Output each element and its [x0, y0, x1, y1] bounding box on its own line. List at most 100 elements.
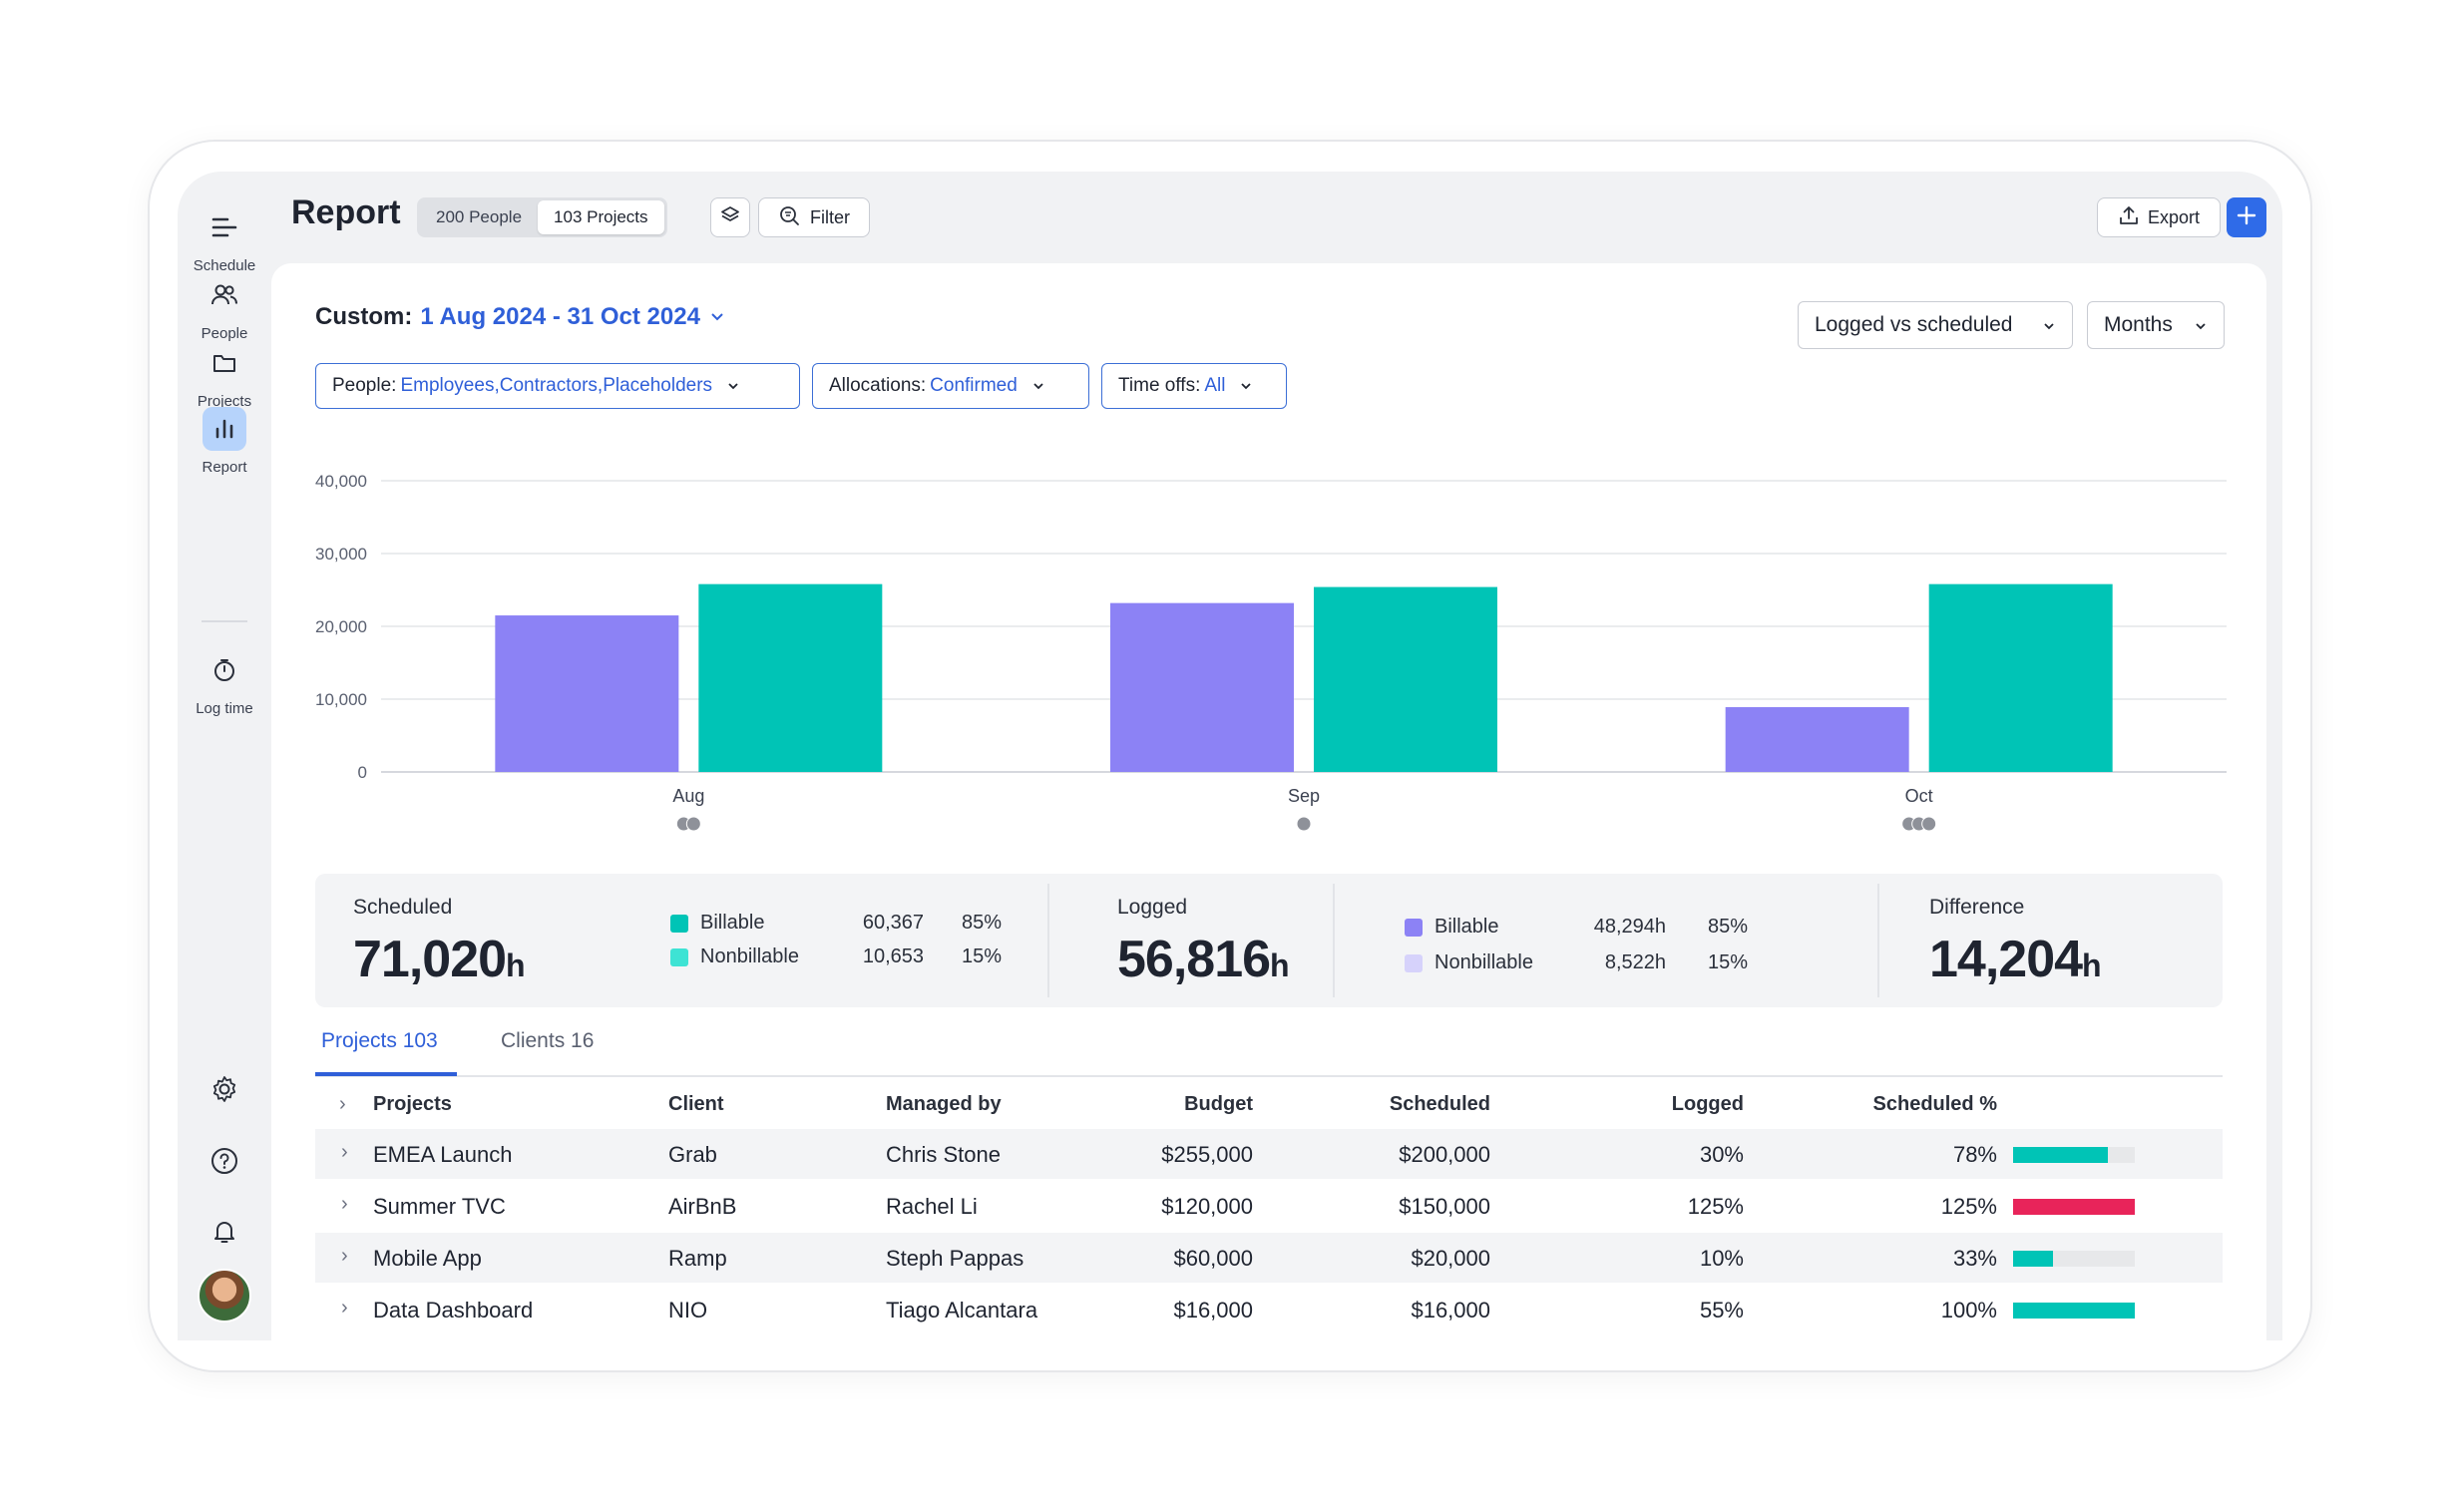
- cell-budget: $255,000: [1161, 1142, 1253, 1167]
- chevron-down-icon: [708, 303, 726, 331]
- people-projects-toggle: 200 People 103 Projects: [417, 197, 667, 237]
- cell-scheduled-pct: 33%: [1952, 1246, 1997, 1271]
- segment-projects[interactable]: 103 Projects: [538, 200, 664, 234]
- sidebar-item-people[interactable]: People: [178, 273, 271, 342]
- sched-billable-pct: 85%: [961, 912, 1002, 934]
- cell-scheduled: $20,000: [1411, 1246, 1490, 1271]
- sidebar-item-projects[interactable]: Projects: [178, 341, 271, 410]
- bell-icon[interactable]: [203, 1209, 246, 1253]
- export-button[interactable]: Export: [2097, 197, 2221, 237]
- col-managed-by[interactable]: Managed by: [886, 1093, 1002, 1115]
- scheduled-label: Scheduled: [353, 896, 453, 919]
- cell-scheduled: $200,000: [1399, 1142, 1490, 1167]
- x-tick-label: Aug: [672, 786, 704, 806]
- legend-label: Nonbillable: [1434, 951, 1533, 973]
- app-screen: Schedule People Projects Report Log tim: [178, 172, 2282, 1340]
- y-tick-label: 10,000: [315, 690, 367, 709]
- period-select[interactable]: Months: [2087, 301, 2225, 349]
- table-row[interactable]: › Summer TVC AirBnB Rachel Li $120,000 $150,0…: [315, 1181, 2223, 1231]
- active-tab-indicator: [315, 1072, 457, 1076]
- cell-scheduled: $150,000: [1399, 1194, 1490, 1219]
- sidebar-item-report[interactable]: Report: [178, 407, 271, 476]
- avatar[interactable]: [198, 1269, 251, 1323]
- progress-fill: [2013, 1251, 2054, 1267]
- gear-icon[interactable]: [203, 1067, 246, 1111]
- cell-project[interactable]: Summer TVC: [373, 1194, 506, 1219]
- col-logged[interactable]: Logged: [1671, 1093, 1744, 1115]
- sidebar-divider: [202, 620, 247, 622]
- tab-count: 103: [402, 1029, 438, 1052]
- chevron-down-icon: [2194, 313, 2208, 337]
- upload-icon: [2118, 204, 2140, 231]
- y-tick-label: 30,000: [315, 545, 367, 564]
- date-range-value: 1 Aug 2024 - 31 Oct 2024: [420, 303, 700, 330]
- people-filter-chip[interactable]: People: Employees,Contractors,Placeholde…: [315, 363, 800, 409]
- view-select[interactable]: Logged vs scheduled: [1798, 301, 2073, 349]
- cell-project[interactable]: Data Dashboard: [373, 1298, 534, 1323]
- col-scheduled[interactable]: Scheduled: [1389, 1093, 1490, 1115]
- chip-label: People:: [332, 375, 397, 396]
- cell-manager: Tiago Alcantara: [886, 1298, 1038, 1323]
- layers-button[interactable]: [710, 197, 750, 237]
- chevron-down-icon: [2042, 313, 2056, 337]
- chip-value: Employees,Contractors,Placeholders: [400, 375, 713, 396]
- help-icon[interactable]: [203, 1139, 246, 1183]
- progress-fill: [2013, 1199, 2135, 1215]
- col-client[interactable]: Client: [668, 1093, 724, 1115]
- add-button[interactable]: [2227, 197, 2266, 237]
- log-billable-pct: 85%: [1707, 916, 1748, 938]
- bar-aug-logged: [495, 615, 679, 772]
- chevron-right-icon[interactable]: ›: [341, 1193, 348, 1215]
- sidebar-item-label: Schedule: [193, 257, 256, 274]
- sidebar-item-schedule[interactable]: Schedule: [178, 205, 271, 274]
- legend-label: Billable: [700, 912, 765, 934]
- swatch: [1405, 918, 1423, 937]
- menu-lines-icon: [203, 205, 246, 249]
- divider: [1333, 884, 1335, 997]
- expand-all-chevron[interactable]: ›: [339, 1093, 346, 1115]
- allocations-filter-chip[interactable]: Allocations: Confirmed: [812, 363, 1089, 409]
- table-row[interactable]: › EMEA Launch Grab Chris Stone $255,000 $200,…: [315, 1129, 2223, 1179]
- sidebar-item-log-time[interactable]: Log time: [178, 648, 271, 717]
- cell-logged: 30%: [1699, 1142, 1744, 1167]
- tab-clients[interactable]: Clients 16: [501, 1029, 594, 1053]
- date-range-prefix: Custom:: [315, 303, 413, 330]
- col-scheduled-pct[interactable]: Scheduled %: [1872, 1093, 1997, 1115]
- chevron-right-icon[interactable]: ›: [341, 1141, 348, 1163]
- segment-people[interactable]: 200 People: [436, 207, 523, 226]
- scheduled-total: 71,020h: [353, 930, 526, 989]
- col-budget[interactable]: Budget: [1184, 1093, 1253, 1115]
- cell-scheduled-pct: 78%: [1952, 1142, 1997, 1167]
- avatar-dot: [1296, 816, 1312, 832]
- timeoffs-filter-chip[interactable]: Time offs: All: [1101, 363, 1287, 409]
- chevron-right-icon[interactable]: ›: [341, 1297, 348, 1319]
- col-projects[interactable]: Projects: [373, 1093, 452, 1115]
- cell-budget: $120,000: [1161, 1194, 1253, 1219]
- cell-logged: 125%: [1687, 1194, 1744, 1219]
- cell-project[interactable]: Mobile App: [373, 1246, 482, 1271]
- sched-billable-legend: Billable: [670, 912, 764, 935]
- filter-button[interactable]: Filter: [758, 197, 870, 237]
- tab-count: 16: [571, 1029, 595, 1052]
- swatch: [1405, 953, 1423, 972]
- difference-label: Difference: [1929, 896, 2025, 919]
- chevron-down-icon: [1031, 375, 1045, 397]
- cell-scheduled-pct: 125%: [1940, 1194, 1997, 1219]
- filter-search-icon: [778, 204, 802, 231]
- swatch: [670, 914, 688, 933]
- log-nonbillable-value: 8,522h: [1604, 951, 1666, 973]
- tab-label: Clients: [501, 1029, 566, 1052]
- chevron-right-icon[interactable]: ›: [341, 1245, 348, 1267]
- chip-value: Confirmed: [930, 375, 1018, 396]
- filter-label: Filter: [810, 206, 850, 227]
- progress-bar: [2013, 1303, 2135, 1319]
- table-row[interactable]: › Mobile App Ramp Steph Pappas $60,000 $20,00…: [315, 1233, 2223, 1283]
- tab-projects[interactable]: Projects 103: [321, 1029, 438, 1053]
- swatch: [670, 947, 688, 966]
- date-range-picker[interactable]: Custom: 1 Aug 2024 - 31 Oct 2024: [315, 303, 726, 331]
- table-row[interactable]: › Data Dashboard NIO Tiago Alcantara $16,000…: [315, 1285, 2223, 1334]
- x-tick-label: Oct: [1905, 786, 1933, 806]
- sidebar: Schedule People Projects Report Log tim: [178, 172, 271, 1340]
- cell-project[interactable]: EMEA Launch: [373, 1142, 513, 1167]
- logged-value: 56,816: [1117, 931, 1271, 988]
